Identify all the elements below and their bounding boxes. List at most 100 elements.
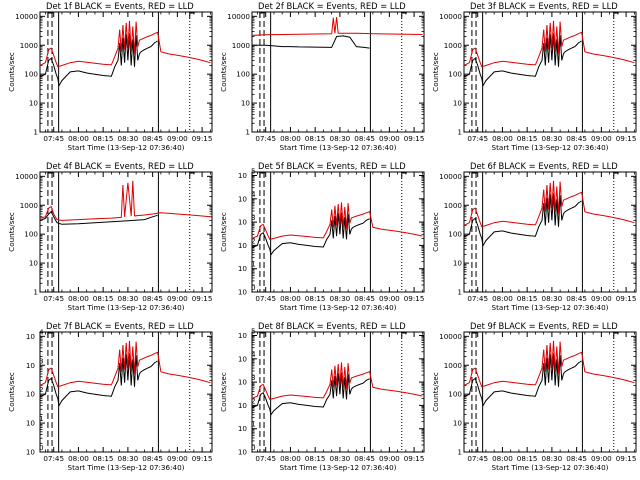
panel-title: Det 1f BLACK = Events, RED = LLD	[46, 1, 194, 11]
y-axis-label: Counts/sec	[7, 372, 16, 412]
x-tick-label: 09:15	[616, 294, 637, 303]
x-tick-label: 09:00	[591, 134, 612, 143]
events-series-line	[463, 193, 582, 248]
y-tick-label: 100	[448, 390, 462, 399]
x-tick-label: 09:15	[192, 134, 213, 143]
x-tick-label: 08:00	[492, 294, 513, 303]
y-tick-label: 1	[33, 128, 38, 137]
marker-bracket	[259, 172, 265, 178]
x-tick-label: 09:00	[167, 454, 188, 463]
y-tick-label: 1000	[444, 41, 463, 50]
y-axis-label: Counts/sec	[219, 52, 228, 92]
y-tick-exponent: 3	[251, 213, 256, 222]
marker-bracket	[259, 332, 265, 338]
y-tick-label: 10	[238, 448, 248, 457]
x-tick-label: 09:00	[591, 294, 612, 303]
marker-bracket	[401, 12, 407, 18]
x-tick-label: 08:30	[118, 294, 139, 303]
x-tick-label: 08:45	[566, 294, 587, 303]
x-tick-label: 08:00	[68, 134, 89, 143]
x-tick-label: 09:00	[379, 134, 400, 143]
x-tick-label: 07:45	[467, 134, 488, 143]
x-tick-label: 08:00	[280, 134, 301, 143]
y-tick-label: 1000	[20, 201, 39, 210]
y-tick-label: 10000	[227, 12, 250, 21]
lld-series-line	[251, 16, 423, 36]
x-tick-label: 09:00	[379, 294, 400, 303]
plot-frame	[39, 171, 213, 293]
x-tick-label: 08:15	[517, 294, 538, 303]
x-tick-label: 08:15	[517, 454, 538, 463]
x-tick-label: 08:00	[280, 294, 301, 303]
x-tick-label: 09:15	[616, 134, 637, 143]
x-tick-label: 08:45	[354, 294, 375, 303]
marker-bracket	[47, 332, 53, 338]
lld-series-line	[251, 362, 423, 400]
y-tick-label: 10	[26, 448, 36, 457]
y-tick-exponent: 4	[251, 350, 256, 359]
y-tick-label: 10	[238, 241, 248, 250]
y-tick-label: 10	[453, 419, 463, 428]
events-series-line	[463, 33, 582, 88]
x-axis-label: Start Time (13-Sep-12 07:36:40)	[280, 303, 397, 312]
x-tick-label: 08:45	[566, 134, 587, 143]
y-tick-exponent: 2	[39, 385, 44, 394]
x-tick-label: 08:15	[305, 294, 326, 303]
x-tick-label: 07:45	[467, 454, 488, 463]
x-tick-label: 07:45	[43, 134, 64, 143]
x-tick-label: 08:30	[118, 454, 139, 463]
y-tick-label: 10000	[15, 12, 38, 21]
y-tick-label: 100	[448, 230, 462, 239]
y-tick-label: 1	[33, 288, 38, 297]
panel-title: Det 2f BLACK = Events, RED = LLD	[258, 1, 406, 11]
x-axis-label: Start Time (13-Sep-12 07:36:40)	[492, 303, 609, 312]
events-series-line	[39, 33, 158, 88]
y-tick-label: 10000	[439, 12, 462, 21]
events-series-line	[39, 210, 158, 225]
x-tick-label: 07:45	[43, 294, 64, 303]
y-axis-label: Counts/sec	[431, 372, 440, 412]
events-series-line	[39, 353, 158, 408]
y-tick-label: 1	[457, 448, 462, 457]
y-tick-label: 1	[245, 128, 250, 137]
x-tick-label: 09:15	[192, 294, 213, 303]
x-tick-label: 08:00	[68, 454, 89, 463]
lld-series-line	[39, 20, 211, 68]
y-tick-exponent: 0	[251, 283, 256, 292]
y-tick-label: 1000	[232, 41, 251, 50]
marker-bracket	[613, 332, 619, 338]
x-tick-label: 08:15	[93, 294, 114, 303]
x-tick-label: 08:45	[566, 454, 587, 463]
y-tick-label: 10	[26, 390, 36, 399]
plot-frame	[251, 11, 425, 133]
y-tick-exponent: 3	[39, 356, 44, 365]
y-tick-label: 1	[457, 128, 462, 137]
x-tick-label: 08:30	[330, 134, 351, 143]
y-tick-exponent: 4	[39, 327, 44, 336]
panel-det-3: Det 3f BLACK = Events, RED = LLD 1 10 100 10…	[431, 1, 637, 152]
y-tick-label: 10	[238, 354, 248, 363]
marker-bracket	[401, 172, 407, 178]
x-tick-label: 08:45	[142, 134, 163, 143]
y-tick-exponent: 1	[39, 414, 44, 423]
marker-bracket	[189, 332, 195, 338]
plot-frame	[463, 331, 637, 453]
x-tick-label: 08:30	[542, 134, 563, 143]
y-tick-label: 100	[448, 70, 462, 79]
y-tick-label: 10	[238, 424, 248, 433]
x-tick-label: 07:45	[43, 454, 64, 463]
x-axis-label: Start Time (13-Sep-12 07:36:40)	[68, 143, 185, 152]
events-series-line	[252, 35, 370, 49]
y-tick-label: 10	[29, 99, 39, 108]
y-tick-label: 10	[241, 99, 251, 108]
y-axis-label: Counts/sec	[431, 52, 440, 92]
y-axis-label: Counts/sec	[7, 52, 16, 92]
marker-bracket	[613, 12, 619, 18]
x-tick-label: 07:45	[467, 294, 488, 303]
events-series-line	[251, 212, 370, 256]
x-tick-label: 08:15	[517, 134, 538, 143]
y-tick-exponent: 1	[251, 260, 256, 269]
